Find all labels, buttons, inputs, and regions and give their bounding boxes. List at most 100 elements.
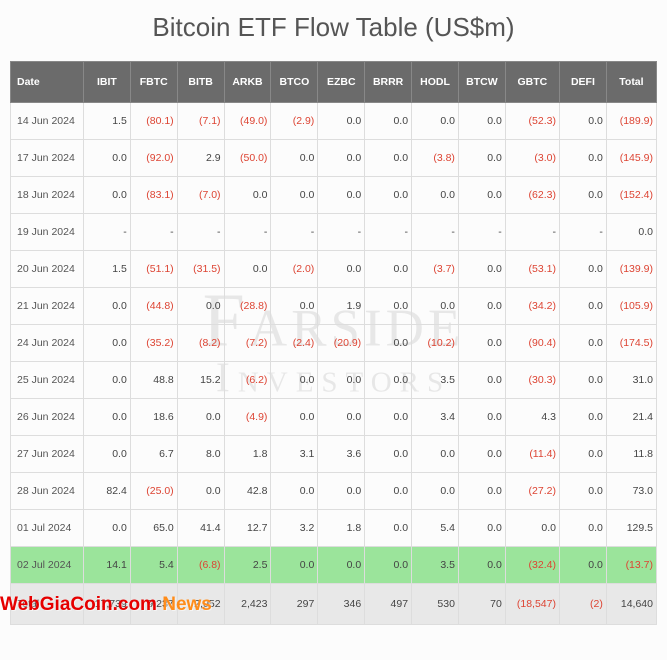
date-cell: 18 Jun 2024 xyxy=(11,177,84,214)
column-header: HODL xyxy=(412,62,459,103)
value-cell: (11.4) xyxy=(505,436,559,473)
value-cell: (30.3) xyxy=(505,362,559,399)
value-cell: 0.0 xyxy=(458,325,505,362)
column-header: Total xyxy=(606,62,656,103)
date-cell: 19 Jun 2024 xyxy=(11,214,84,251)
value-cell: 0.0 xyxy=(365,140,412,177)
date-cell: 14 Jun 2024 xyxy=(11,103,84,140)
value-cell: - xyxy=(318,214,365,251)
value-cell: 0.0 xyxy=(458,473,505,510)
table-row: 25 Jun 20240.048.815.2(6.2)0.00.00.03.50… xyxy=(11,362,657,399)
value-cell: 73.0 xyxy=(606,473,656,510)
value-cell: (62.3) xyxy=(505,177,559,214)
value-cell: 1.8 xyxy=(318,510,365,547)
value-cell: (34.2) xyxy=(505,288,559,325)
value-cell: 0.0 xyxy=(412,288,459,325)
value-cell: 0.0 xyxy=(412,436,459,473)
value-cell: - xyxy=(130,214,177,251)
value-cell: - xyxy=(505,214,559,251)
value-cell: 0.0 xyxy=(177,473,224,510)
total-cell: (18,547) xyxy=(505,584,559,625)
value-cell: (152.4) xyxy=(606,177,656,214)
date-cell: 28 Jun 2024 xyxy=(11,473,84,510)
value-cell: - xyxy=(412,214,459,251)
value-cell: (53.1) xyxy=(505,251,559,288)
total-cell: 346 xyxy=(318,584,365,625)
total-cell: 14,640 xyxy=(606,584,656,625)
value-cell: 48.8 xyxy=(130,362,177,399)
value-cell: 3.5 xyxy=(412,547,459,584)
column-header: BTCO xyxy=(271,62,318,103)
value-cell: 0.0 xyxy=(559,177,606,214)
value-cell: (20.9) xyxy=(318,325,365,362)
value-cell: 18.6 xyxy=(130,399,177,436)
page-title: Bitcoin ETF Flow Table (US$m) xyxy=(10,12,657,43)
value-cell: 0.0 xyxy=(318,140,365,177)
value-cell: 0.0 xyxy=(365,547,412,584)
table-body: 14 Jun 20241.5(80.1)(7.1)(49.0)(2.9)0.00… xyxy=(11,103,657,625)
value-cell: 8.0 xyxy=(177,436,224,473)
value-cell: 1.5 xyxy=(83,103,130,140)
date-cell: 26 Jun 2024 xyxy=(11,399,84,436)
value-cell: 0.0 xyxy=(318,362,365,399)
value-cell: (50.0) xyxy=(224,140,271,177)
value-cell: 0.0 xyxy=(458,177,505,214)
table-row: 26 Jun 20240.018.60.0(4.9)0.00.00.03.40.… xyxy=(11,399,657,436)
value-cell: (51.1) xyxy=(130,251,177,288)
total-cell: 530 xyxy=(412,584,459,625)
value-cell: 11.8 xyxy=(606,436,656,473)
table-row: 20 Jun 20241.5(51.1)(31.5)0.0(2.0)0.00.0… xyxy=(11,251,657,288)
value-cell: 0.0 xyxy=(505,510,559,547)
value-cell: 15.2 xyxy=(177,362,224,399)
value-cell: 6.7 xyxy=(130,436,177,473)
value-cell: 0.0 xyxy=(83,510,130,547)
column-header: FBTC xyxy=(130,62,177,103)
value-cell: 21.4 xyxy=(606,399,656,436)
value-cell: 0.0 xyxy=(365,436,412,473)
value-cell: 0.0 xyxy=(365,177,412,214)
value-cell: 14.1 xyxy=(83,547,130,584)
value-cell: 0.0 xyxy=(365,288,412,325)
value-cell: 1.8 xyxy=(224,436,271,473)
value-cell: 0.0 xyxy=(365,251,412,288)
value-cell: 0.0 xyxy=(559,325,606,362)
value-cell: 0.0 xyxy=(458,510,505,547)
table-head: DateIBITFBTCBITBARKBBTCOEZBCBRRRHODLBTCW… xyxy=(11,62,657,103)
value-cell: 0.0 xyxy=(458,288,505,325)
column-header: BITB xyxy=(177,62,224,103)
value-cell: 82.4 xyxy=(83,473,130,510)
value-cell: (28.8) xyxy=(224,288,271,325)
date-cell: 25 Jun 2024 xyxy=(11,362,84,399)
value-cell: - xyxy=(559,214,606,251)
value-cell: 0.0 xyxy=(365,510,412,547)
value-cell: (7.1) xyxy=(177,103,224,140)
value-cell: (10.2) xyxy=(412,325,459,362)
value-cell: 0.0 xyxy=(559,288,606,325)
value-cell: (4.9) xyxy=(224,399,271,436)
value-cell: (174.5) xyxy=(606,325,656,362)
column-header: ARKB xyxy=(224,62,271,103)
value-cell: (6.8) xyxy=(177,547,224,584)
table-row: 02 Jul 202414.15.4(6.8)2.50.00.00.03.50.… xyxy=(11,547,657,584)
value-cell: (27.2) xyxy=(505,473,559,510)
value-cell: - xyxy=(365,214,412,251)
date-cell: 21 Jun 2024 xyxy=(11,288,84,325)
value-cell: 3.6 xyxy=(318,436,365,473)
value-cell: 0.0 xyxy=(458,251,505,288)
total-cell: 297 xyxy=(271,584,318,625)
value-cell: (3.0) xyxy=(505,140,559,177)
table-row: 17 Jun 20240.0(92.0)2.9(50.0)0.00.00.0(3… xyxy=(11,140,657,177)
value-cell: (2.0) xyxy=(271,251,318,288)
column-header: GBTC xyxy=(505,62,559,103)
value-cell: - xyxy=(224,214,271,251)
value-cell: 65.0 xyxy=(130,510,177,547)
value-cell: 0.0 xyxy=(559,510,606,547)
value-cell: 0.0 xyxy=(177,288,224,325)
value-cell: 42.8 xyxy=(224,473,271,510)
value-cell: - xyxy=(177,214,224,251)
value-cell: 0.0 xyxy=(271,473,318,510)
value-cell: - xyxy=(271,214,318,251)
value-cell: (92.0) xyxy=(130,140,177,177)
value-cell: 0.0 xyxy=(224,177,271,214)
value-cell: - xyxy=(458,214,505,251)
